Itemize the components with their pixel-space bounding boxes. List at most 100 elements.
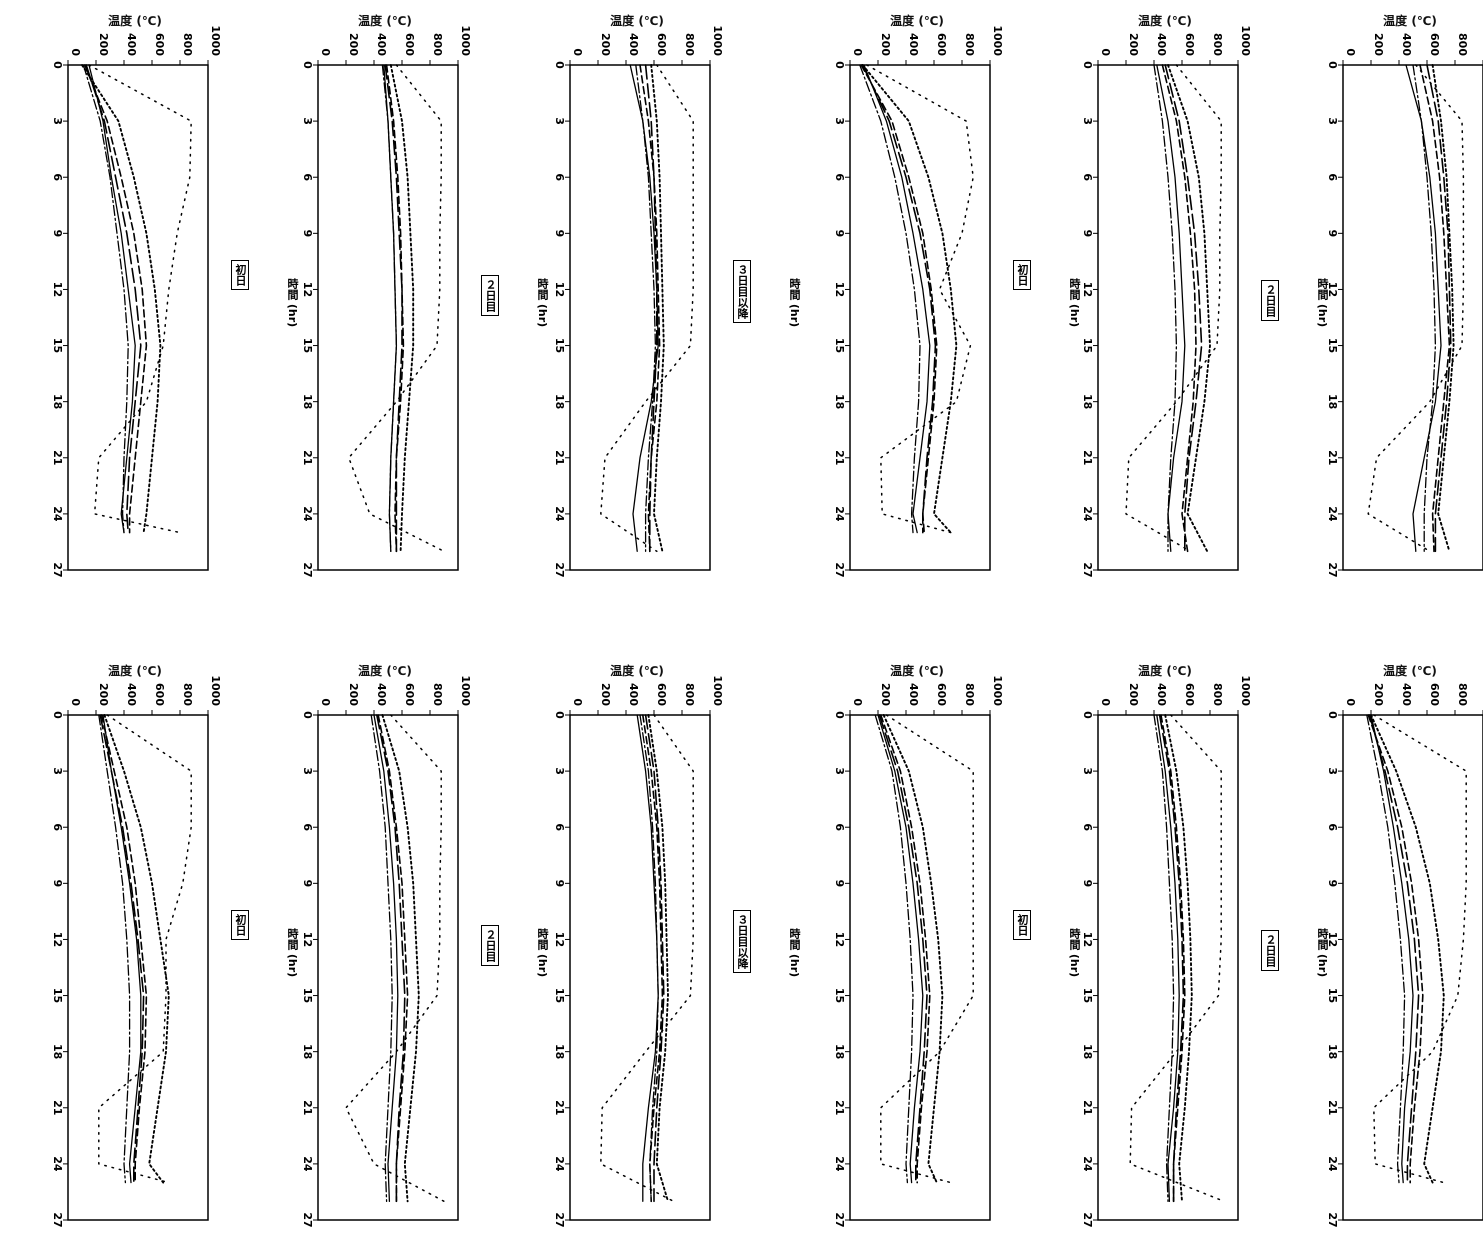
time-tick-label: 3 <box>1081 767 1094 775</box>
series-line-dash-long <box>878 714 928 1184</box>
time-tick-label: 12 <box>301 932 314 947</box>
temperature-tick-label: 1000 <box>991 675 1004 706</box>
temperature-tick-label: 800 <box>683 683 696 706</box>
series-line-dash-long <box>1368 714 1420 1184</box>
series-line-dash <box>880 714 931 1184</box>
time-tick-label: 9 <box>1081 230 1094 238</box>
time-tick-label: 0 <box>1081 711 1094 719</box>
temperature-tick-label: 1000 <box>209 675 222 706</box>
time-tick-label: 0 <box>833 711 846 719</box>
series-line-dash-long <box>376 714 406 1203</box>
time-tick-label: 27 <box>1326 562 1339 577</box>
time-tick-label: 6 <box>1326 173 1339 181</box>
series-line-dash-dot <box>370 714 393 1202</box>
temperature-tick-label: 800 <box>963 683 976 706</box>
temperature-tick-label: 1000 <box>1239 675 1252 706</box>
time-tick-label: 3 <box>1326 767 1339 775</box>
time-tick-label: 18 <box>553 1044 566 1059</box>
time-tick-label: 21 <box>51 450 64 465</box>
time-tick-label: 18 <box>833 394 846 409</box>
time-tick-label: 0 <box>51 61 64 69</box>
time-tick-label: 12 <box>1081 932 1094 947</box>
series-line-solid <box>1156 64 1186 552</box>
temperature-tick-label: 1000 <box>711 675 724 706</box>
time-axis-label: 時間 (hr) <box>1316 278 1329 328</box>
time-tick-label: 27 <box>1081 1212 1094 1227</box>
temperature-tick-label: 600 <box>403 683 416 706</box>
time-tick-label: 21 <box>553 450 566 465</box>
chart-svg: 0 200 400 600 800 1000 0 3 6 9 12 15 18 21 24 27 <box>1081 675 1252 1227</box>
time-tick-label: 6 <box>51 173 64 181</box>
temperature-tick-label: 800 <box>181 33 194 56</box>
time-tick-label: 21 <box>1081 1100 1094 1115</box>
time-tick-label: 15 <box>301 988 314 1003</box>
time-tick-label: 9 <box>51 880 64 888</box>
time-tick-label: 9 <box>1326 230 1339 238</box>
temperature-axis-label: 温度 (℃) <box>610 664 664 678</box>
temperature-axis-label: 温度 (℃) <box>358 664 412 678</box>
temperature-tick-label: 600 <box>655 33 668 56</box>
time-tick-label: 24 <box>833 506 846 522</box>
chart-svg: 0 200 400 600 800 1000 0 3 6 9 12 15 18 21 24 27 <box>833 25 1004 577</box>
time-tick-label: 27 <box>301 562 314 577</box>
temperature-axis-label: 温度 (℃) <box>108 664 162 678</box>
day-tag: 初日 <box>231 260 249 290</box>
day-tag: 初日 <box>1013 260 1031 290</box>
temperature-tick-label: 800 <box>1456 33 1469 56</box>
time-tick-label: 3 <box>833 117 846 125</box>
time-tick-label: 3 <box>51 117 64 125</box>
time-tick-label: 12 <box>51 282 64 297</box>
plot-frame <box>1342 714 1483 1221</box>
time-tick-label: 6 <box>301 823 314 831</box>
time-axis-label: 時間 (hr) <box>536 278 549 328</box>
series-line-dot-sparse <box>866 64 974 534</box>
temperature-tick-label: 200 <box>1372 683 1385 706</box>
time-tick-label: 0 <box>553 711 566 719</box>
plot-frame <box>849 64 991 571</box>
time-tick-label: 3 <box>553 767 566 775</box>
time-tick-label: 15 <box>1326 988 1339 1003</box>
time-tick-label: 15 <box>1081 988 1094 1003</box>
plot-frame <box>67 64 209 571</box>
time-tick-label: 12 <box>1326 932 1339 947</box>
temperature-axis-label: 温度 (℃) <box>358 14 412 28</box>
temperature-axis-label: 温度 (℃) <box>108 14 162 28</box>
temperature-axis-label: 温度 (℃) <box>1138 14 1192 28</box>
chart-panel: 温度 (℃) 0 200 400 600 800 1000 0 3 6 9 12 15 18 21 24 27 ２… <box>280 10 549 590</box>
series-line-dash-dot <box>639 714 659 1202</box>
time-tick-label: 27 <box>1326 1212 1339 1227</box>
series-line-solid <box>1370 714 1414 1184</box>
temperature-tick-label: 600 <box>1183 33 1196 56</box>
time-tick-label: 9 <box>301 230 314 238</box>
series-line-dot-dense <box>650 64 665 553</box>
series-line-dash-dot <box>1153 714 1175 1202</box>
series-line-dash-dot <box>381 64 398 552</box>
day-tag: ２日目 <box>1261 930 1279 971</box>
temperature-tick-label: 600 <box>153 33 166 56</box>
temperature-tick-label: 1000 <box>209 25 222 56</box>
time-tick-label: 27 <box>833 562 846 577</box>
time-tick-label: 27 <box>833 1212 846 1227</box>
series-line-dot-dense <box>103 714 170 1184</box>
temperature-tick-label: 0 <box>571 698 584 706</box>
time-tick-label: 27 <box>553 1212 566 1227</box>
time-tick-label: 18 <box>1081 1044 1094 1059</box>
temperature-axis-label: 温度 (℃) <box>890 664 944 678</box>
series-line-dot-sparse <box>880 714 974 1184</box>
time-tick-label: 0 <box>301 711 314 719</box>
temperature-tick-label: 0 <box>1099 698 1112 706</box>
temperature-tick-label: 0 <box>851 48 864 56</box>
time-tick-label: 18 <box>51 1044 64 1059</box>
day-tag: ２日目 <box>481 275 499 316</box>
chart-panel: 温度 (℃)020040060080010000369121518212427初… <box>1305 660 1483 1240</box>
chart-svg: 0 200 400 600 800 1000 0 3 6 9 12 15 18 21 24 27 <box>51 25 222 577</box>
series-line-dash-dot <box>1412 64 1437 552</box>
series-line-dash <box>1367 714 1424 1184</box>
temperature-tick-label: 1000 <box>459 25 472 56</box>
temperature-tick-label: 0 <box>319 698 332 706</box>
series-line-dot-dense <box>81 64 162 534</box>
series-line-dash-long <box>644 714 665 1203</box>
series-line-dash <box>377 714 409 1203</box>
